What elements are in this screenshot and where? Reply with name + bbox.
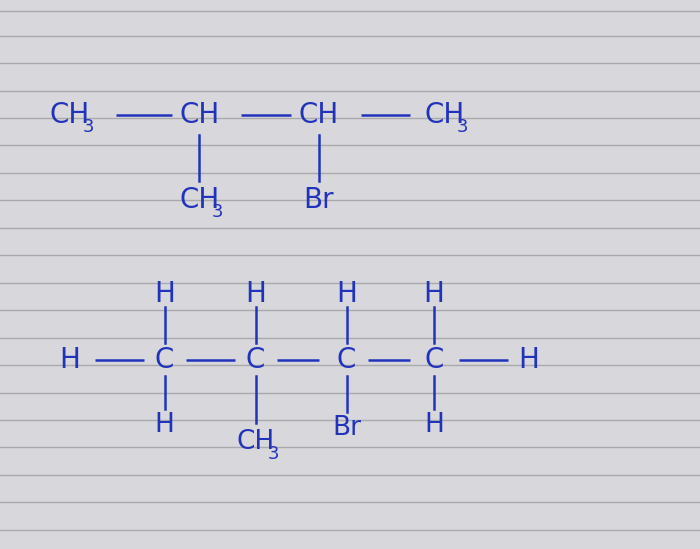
Text: CH: CH <box>237 429 274 455</box>
Text: CH: CH <box>50 101 90 130</box>
Text: CH: CH <box>424 101 465 130</box>
Text: 3: 3 <box>268 445 279 463</box>
Text: H: H <box>155 412 174 439</box>
Text: Br: Br <box>332 415 361 441</box>
Text: H: H <box>154 279 175 308</box>
Text: 3: 3 <box>457 119 468 136</box>
Text: H: H <box>336 279 357 308</box>
Text: C: C <box>155 345 174 374</box>
Text: H: H <box>60 345 80 374</box>
Text: H: H <box>245 279 266 308</box>
Text: C: C <box>424 345 444 374</box>
Text: H: H <box>518 345 539 374</box>
Text: C: C <box>246 345 265 374</box>
Text: H: H <box>424 279 444 308</box>
Text: CH: CH <box>179 101 220 130</box>
Text: 3: 3 <box>83 119 94 136</box>
Text: H: H <box>424 412 444 439</box>
Text: Br: Br <box>303 186 334 215</box>
Text: CH: CH <box>179 186 220 215</box>
Text: 3: 3 <box>212 204 223 221</box>
Text: CH: CH <box>298 101 339 130</box>
Text: C: C <box>337 345 356 374</box>
